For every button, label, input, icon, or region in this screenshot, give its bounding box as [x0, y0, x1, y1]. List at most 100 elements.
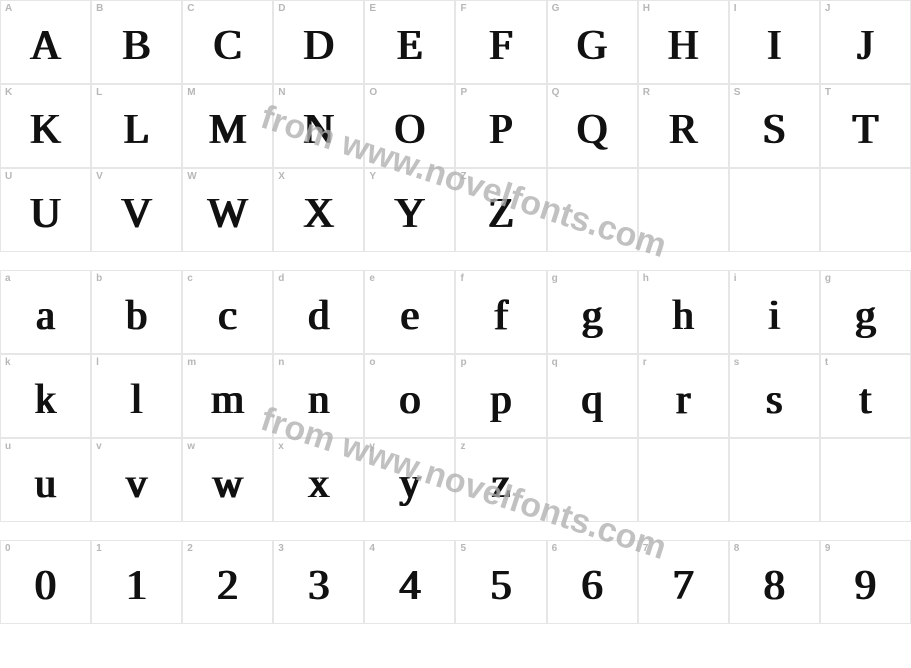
glyph-cell: WW [182, 168, 273, 252]
cell-glyph: Y [365, 169, 454, 251]
cell-label: o [369, 357, 375, 368]
cell-label: p [460, 357, 466, 368]
cell-label: M [187, 87, 195, 98]
glyph-cell: hh [638, 270, 729, 354]
glyph-cell: DD [273, 0, 364, 84]
cell-glyph [821, 439, 910, 521]
cell-label: 4 [369, 543, 375, 554]
glyph-cell: NN [273, 84, 364, 168]
glyph-cell [547, 438, 638, 522]
glyph-cell: vv [91, 438, 182, 522]
cell-label: G [552, 3, 560, 14]
glyph-cell [820, 168, 911, 252]
cell-label: h [643, 273, 649, 284]
cell-glyph: B [92, 1, 181, 83]
cell-label: 1 [96, 543, 102, 554]
glyph-cell: ZZ [455, 168, 546, 252]
cell-label: W [187, 171, 196, 182]
glyph-cell: TT [820, 84, 911, 168]
glyph-cell: QQ [547, 84, 638, 168]
cell-label: w [187, 441, 195, 452]
cell-label: P [460, 87, 467, 98]
cell-glyph: h [639, 271, 728, 353]
cell-glyph: w [183, 439, 272, 521]
cell-label: I [734, 3, 737, 14]
cell-glyph: D [274, 1, 363, 83]
glyph-cell: VV [91, 168, 182, 252]
cell-label: 3 [278, 543, 284, 554]
cell-label: 8 [734, 543, 740, 554]
cell-label: i [734, 273, 737, 284]
cell-label: 7 [643, 543, 649, 554]
glyph-cell: nn [273, 354, 364, 438]
glyph-cell: gg [547, 270, 638, 354]
glyph-cell: 44 [364, 540, 455, 624]
cell-glyph: O [365, 85, 454, 167]
cell-glyph: f [456, 271, 545, 353]
glyph-cell: II [729, 0, 820, 84]
cell-label: s [734, 357, 740, 368]
glyph-cell: OO [364, 84, 455, 168]
cell-glyph: 7 [639, 541, 728, 623]
glyph-cell: 00 [0, 540, 91, 624]
cell-label: 5 [460, 543, 466, 554]
glyph-cell: kk [0, 354, 91, 438]
cell-label: T [825, 87, 831, 98]
cell-glyph: 1 [92, 541, 181, 623]
cell-glyph: 3 [274, 541, 363, 623]
glyph-cell: AA [0, 0, 91, 84]
glyph-cell: 88 [729, 540, 820, 624]
glyph-cell: cc [182, 270, 273, 354]
font-character-map: AABBCCDDEEFFGGHHIIJJKKLLMMNNOOPPQQRRSSTT… [0, 0, 911, 668]
cell-label: v [96, 441, 102, 452]
cell-glyph: 2 [183, 541, 272, 623]
cell-glyph: I [730, 1, 819, 83]
cell-label: k [5, 357, 11, 368]
cell-glyph: 6 [548, 541, 637, 623]
cell-label: 6 [552, 543, 558, 554]
cell-glyph: z [456, 439, 545, 521]
cell-glyph: N [274, 85, 363, 167]
glyph-cell [820, 438, 911, 522]
cell-glyph: R [639, 85, 728, 167]
cell-label: f [460, 273, 463, 284]
cell-glyph: y [365, 439, 454, 521]
cell-glyph: T [821, 85, 910, 167]
cell-glyph: x [274, 439, 363, 521]
glyph-cell: mm [182, 354, 273, 438]
cell-label: U [5, 171, 12, 182]
cell-label: A [5, 3, 12, 14]
cell-glyph: J [821, 1, 910, 83]
cell-label: J [825, 3, 831, 14]
cell-glyph: M [183, 85, 272, 167]
cell-label: X [278, 171, 285, 182]
cell-label: Q [552, 87, 560, 98]
cell-label: L [96, 87, 102, 98]
cell-glyph: g [821, 271, 910, 353]
cell-label: R [643, 87, 650, 98]
cell-glyph: E [365, 1, 454, 83]
cell-glyph: F [456, 1, 545, 83]
glyph-cell: 55 [455, 540, 546, 624]
cell-label: D [278, 3, 285, 14]
glyph-cell: HH [638, 0, 729, 84]
cell-glyph: 4 [365, 541, 454, 623]
glyph-cell: ww [182, 438, 273, 522]
glyph-cell: ll [91, 354, 182, 438]
cell-glyph [730, 439, 819, 521]
cell-glyph: s [730, 355, 819, 437]
uppercase-grid: AABBCCDDEEFFGGHHIIJJKKLLMMNNOOPPQQRRSSTT… [0, 0, 911, 252]
glyph-cell: MM [182, 84, 273, 168]
cell-label: r [643, 357, 647, 368]
glyph-cell: GG [547, 0, 638, 84]
digits-grid: 00112233445566778899 [0, 540, 911, 624]
cell-label: c [187, 273, 193, 284]
cell-glyph: X [274, 169, 363, 251]
glyph-cell: oo [364, 354, 455, 438]
glyph-cell: PP [455, 84, 546, 168]
cell-label: d [278, 273, 284, 284]
cell-label: K [5, 87, 12, 98]
glyph-cell: bb [91, 270, 182, 354]
cell-glyph: b [92, 271, 181, 353]
glyph-cell: XX [273, 168, 364, 252]
